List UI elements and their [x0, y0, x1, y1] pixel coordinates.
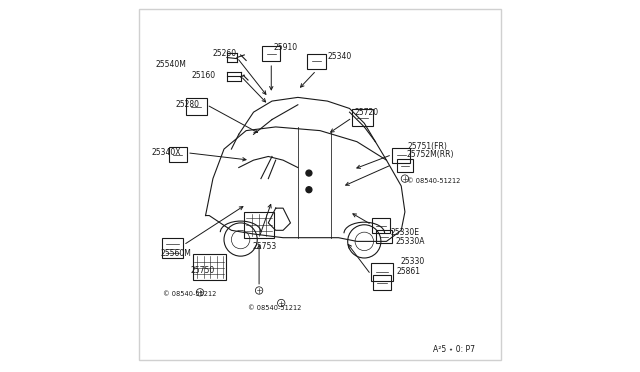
Text: 25540M: 25540M — [156, 60, 187, 69]
Text: 25560M: 25560M — [161, 249, 191, 258]
Text: © 08540-51212: © 08540-51212 — [163, 291, 216, 297]
Text: © 08540-51212: © 08540-51212 — [248, 305, 301, 311]
Text: 25340X: 25340X — [151, 148, 180, 157]
Text: 25750: 25750 — [190, 266, 214, 275]
Text: 25330: 25330 — [401, 257, 425, 266]
Text: 25160: 25160 — [191, 71, 216, 80]
Text: 25861: 25861 — [396, 267, 420, 276]
Text: A²5 ⋆ 0: P7: A²5 ⋆ 0: P7 — [433, 345, 475, 354]
Text: © 08540-51212: © 08540-51212 — [407, 178, 460, 184]
Text: 25910: 25910 — [274, 43, 298, 52]
Text: 25280: 25280 — [175, 100, 199, 109]
Text: 25751(FR): 25751(FR) — [408, 142, 447, 151]
Text: 25752M(RR): 25752M(RR) — [407, 150, 454, 159]
Circle shape — [306, 170, 312, 176]
Text: 25330A: 25330A — [396, 237, 425, 246]
Text: 25720: 25720 — [355, 108, 378, 117]
Text: 25340: 25340 — [328, 52, 351, 61]
Circle shape — [306, 187, 312, 193]
Text: 25753: 25753 — [253, 243, 277, 251]
Text: 25260: 25260 — [213, 49, 237, 58]
Text: 25330E: 25330E — [390, 228, 419, 237]
